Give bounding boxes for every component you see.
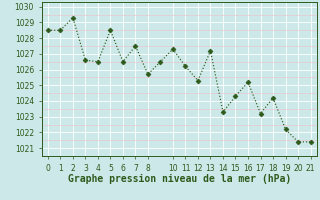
X-axis label: Graphe pression niveau de la mer (hPa): Graphe pression niveau de la mer (hPa) [68,174,291,184]
